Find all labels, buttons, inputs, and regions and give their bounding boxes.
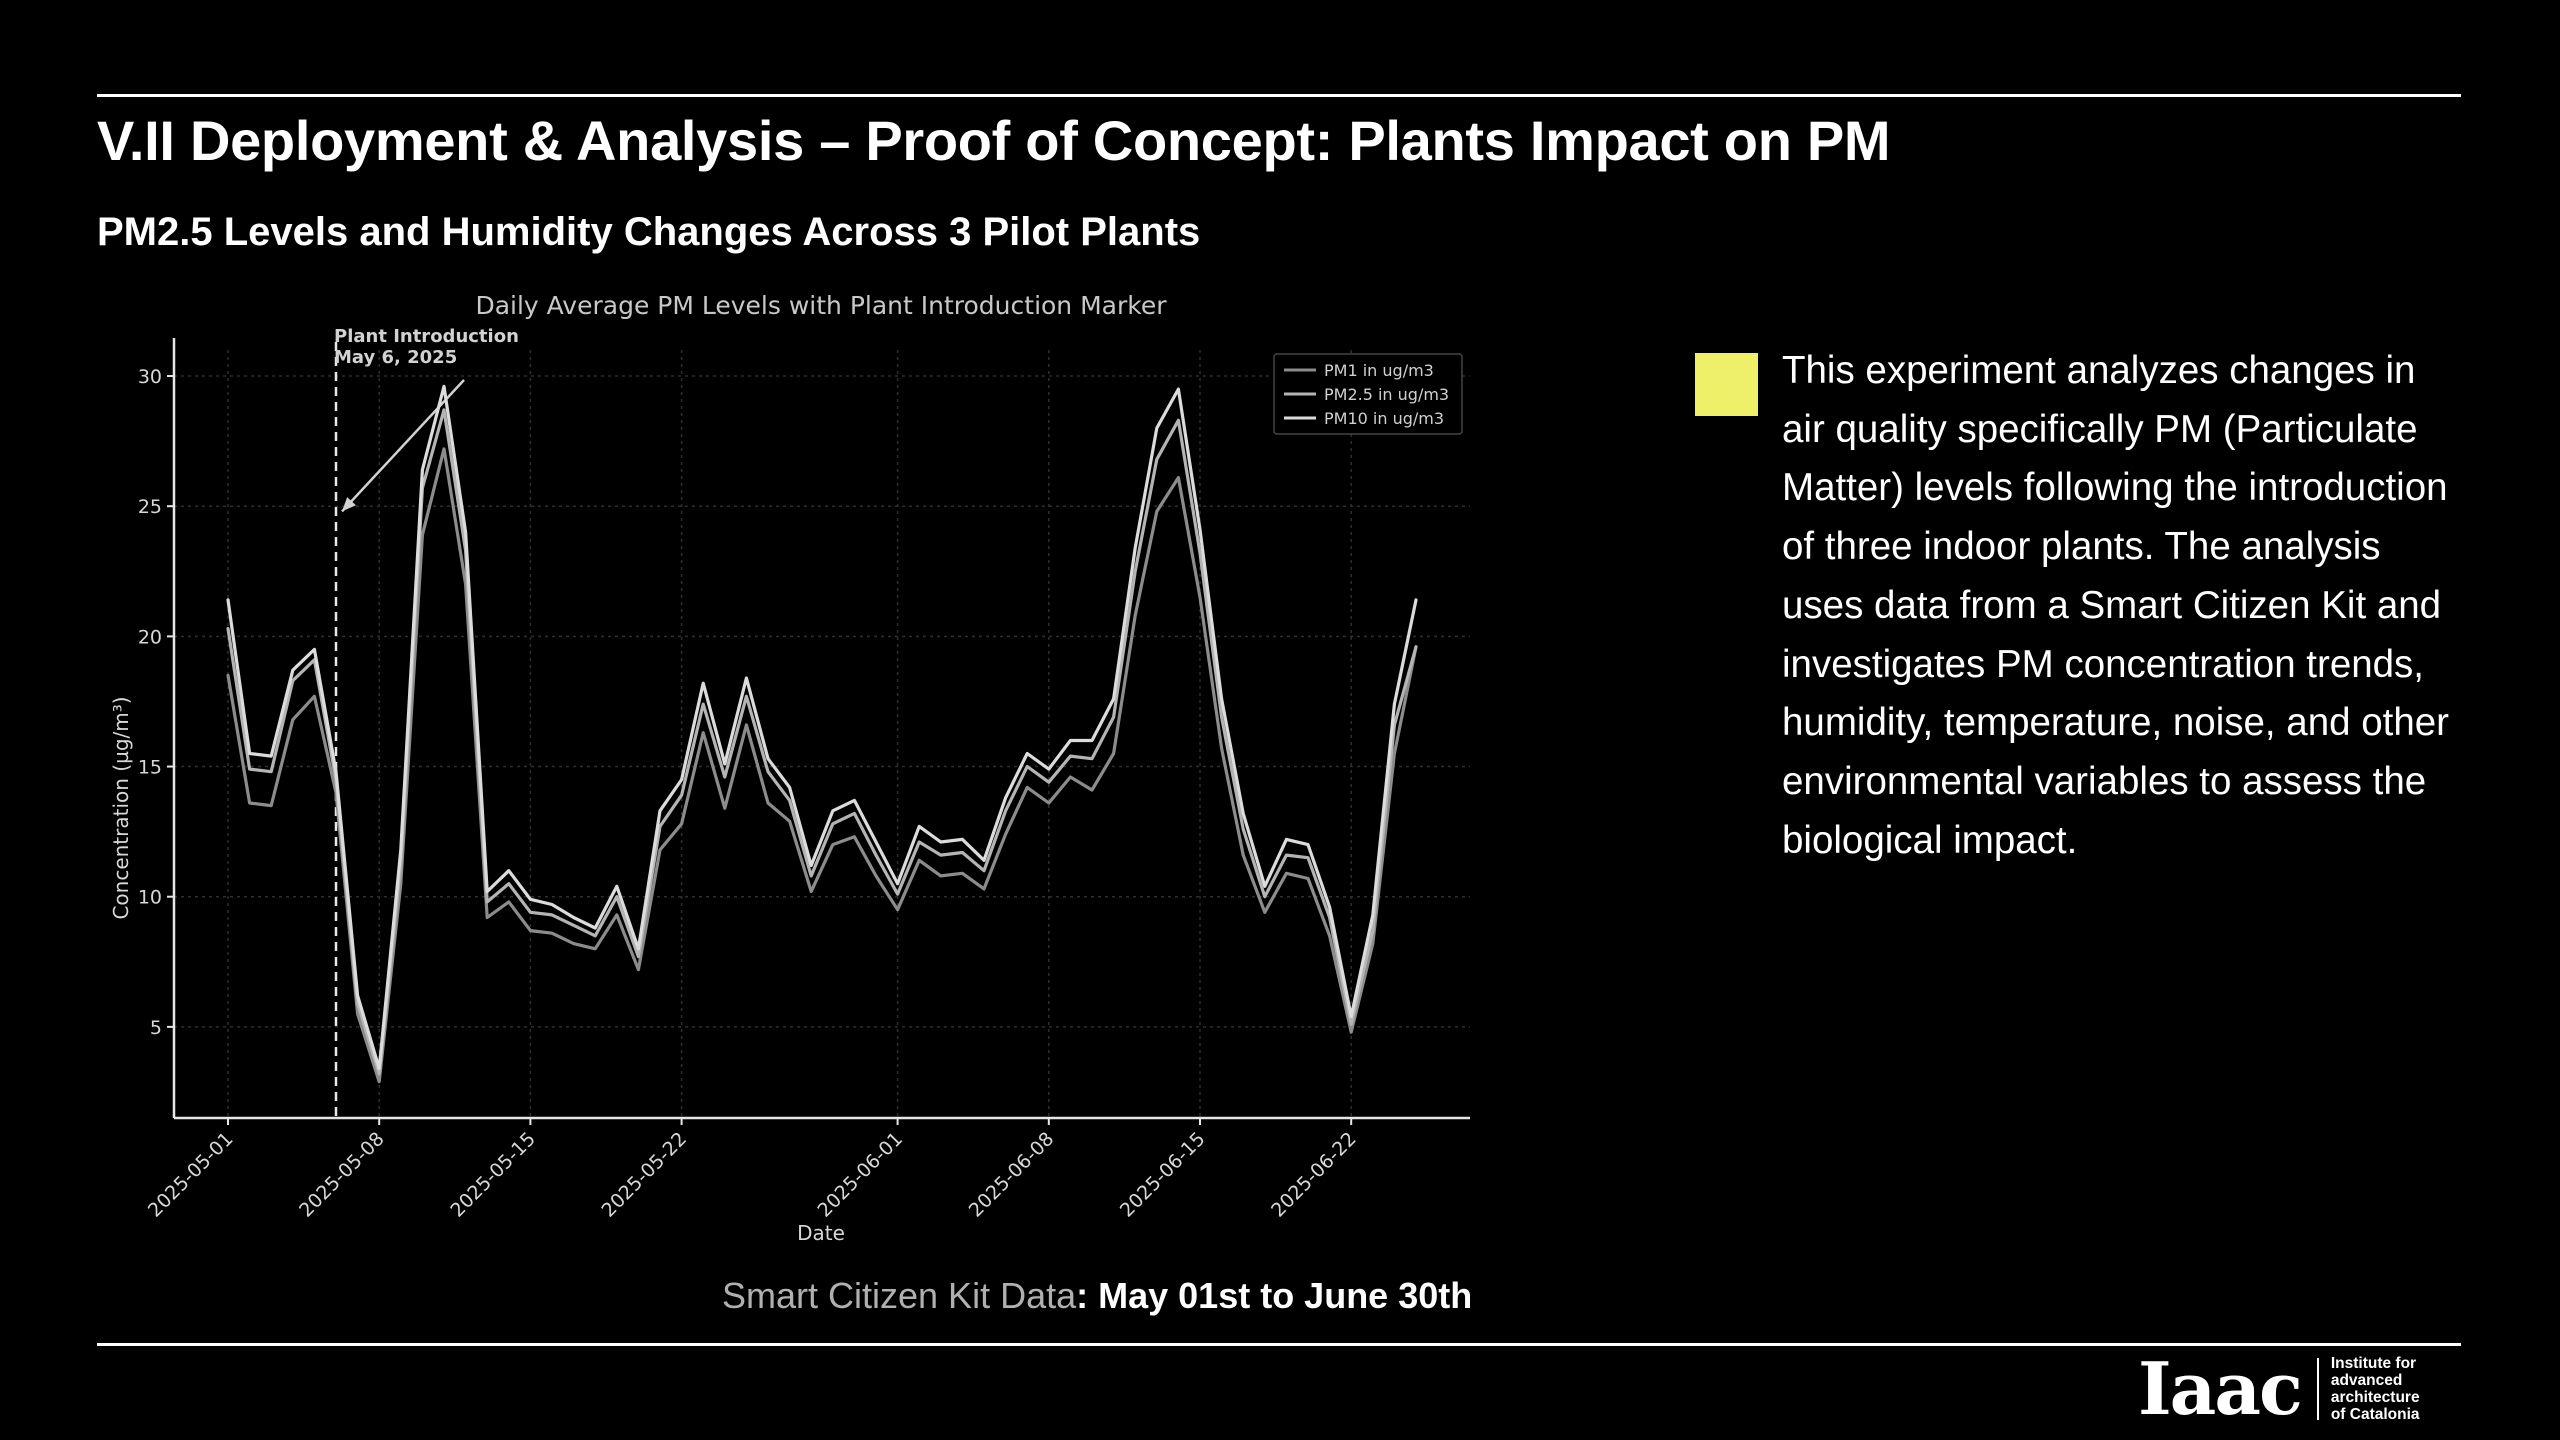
y-axis-label: Concentration (µg/m³)	[109, 696, 133, 919]
x-tick-label: 2025-06-01	[813, 1128, 907, 1222]
annotation-arrowhead	[342, 497, 356, 512]
logo-line-1: Institute for	[2330, 1355, 2417, 1372]
logo-line-2: advanced	[2330, 1372, 2403, 1389]
y-tick-label: 10	[138, 887, 162, 909]
pm-line-chart: Daily Average PM Levels with Plant Intro…	[109, 291, 1470, 1245]
legend-label: PM10 in ug/m3	[1324, 409, 1444, 428]
logo-text: Institute for advanced architecture of C…	[2331, 1355, 2420, 1423]
chart-title: Daily Average PM Levels with Plant Intro…	[475, 291, 1167, 320]
logo-line-3: architecture	[2330, 1389, 2420, 1406]
experiment-description: This experiment analyzes changes in air …	[1782, 349, 2449, 862]
data-source-range: : May 01st to June 30th	[1076, 1275, 1473, 1316]
x-tick-label: 2025-05-15	[446, 1128, 540, 1222]
logo-divider	[2316, 1358, 2319, 1420]
legend-frame	[1273, 353, 1463, 435]
chart-grid	[174, 350, 1470, 1118]
chart-axes	[172, 338, 1470, 1120]
y-tick-label: 25	[138, 496, 162, 518]
x-axis-label: Date	[797, 1221, 845, 1245]
chart-ticks: 5 10 15 20 25 30 2025-05-01 2025-05-08 2025-05-1…	[138, 366, 1361, 1222]
slide-title: V.II Deployment & Analysis – Proof of Co…	[97, 109, 1891, 172]
logo-line-4: of Catalonia	[2330, 1406, 2420, 1423]
y-tick-label: 5	[150, 1017, 162, 1039]
annotation-label-title: Plant Introduction	[334, 326, 519, 347]
x-tick-label: 2025-05-08	[295, 1128, 389, 1222]
top-rule	[97, 94, 2461, 97]
accent-swatch	[1695, 353, 1758, 416]
chart-series	[226, 384, 1418, 1084]
annotation-arrow	[341, 379, 465, 513]
legend-label: PM1 in ug/m3	[1324, 361, 1434, 380]
iaac-logo: Iaac Institute for advanced architecture…	[2138, 1352, 2420, 1426]
slide-subtitle: PM2.5 Levels and Humidity Changes Across…	[97, 210, 1201, 254]
y-tick-label: 15	[138, 757, 162, 779]
data-source-line: Smart Citizen Kit Data: May 01st to June…	[722, 1275, 1472, 1317]
x-tick-label: 2025-06-15	[1116, 1128, 1210, 1222]
chart-legend: PM1 in ug/m3 PM2.5 in ug/m3 PM10 in ug/m3	[1273, 353, 1463, 435]
y-tick-label: 30	[138, 366, 162, 388]
series-line-2	[226, 408, 1418, 1076]
legend-label: PM2.5 in ug/m3	[1324, 385, 1449, 404]
plant-introduction-annotation: Plant Introduction May 6, 2025	[334, 326, 519, 1118]
series-line-1	[226, 447, 1418, 1084]
data-source-label: Smart Citizen Kit Data	[722, 1275, 1077, 1316]
x-tick-label: 2025-05-22	[597, 1128, 691, 1222]
bottom-rule	[97, 1343, 2461, 1346]
annotation-label-date: May 6, 2025	[334, 347, 457, 368]
series-line-3	[226, 384, 1418, 1071]
x-tick-label: 2025-06-22	[1267, 1128, 1361, 1222]
logo-mark: Iaac	[2138, 1346, 2303, 1431]
y-tick-label: 20	[138, 626, 162, 648]
x-tick-label: 2025-06-08	[965, 1128, 1059, 1222]
x-tick-label: 2025-05-01	[144, 1128, 238, 1222]
